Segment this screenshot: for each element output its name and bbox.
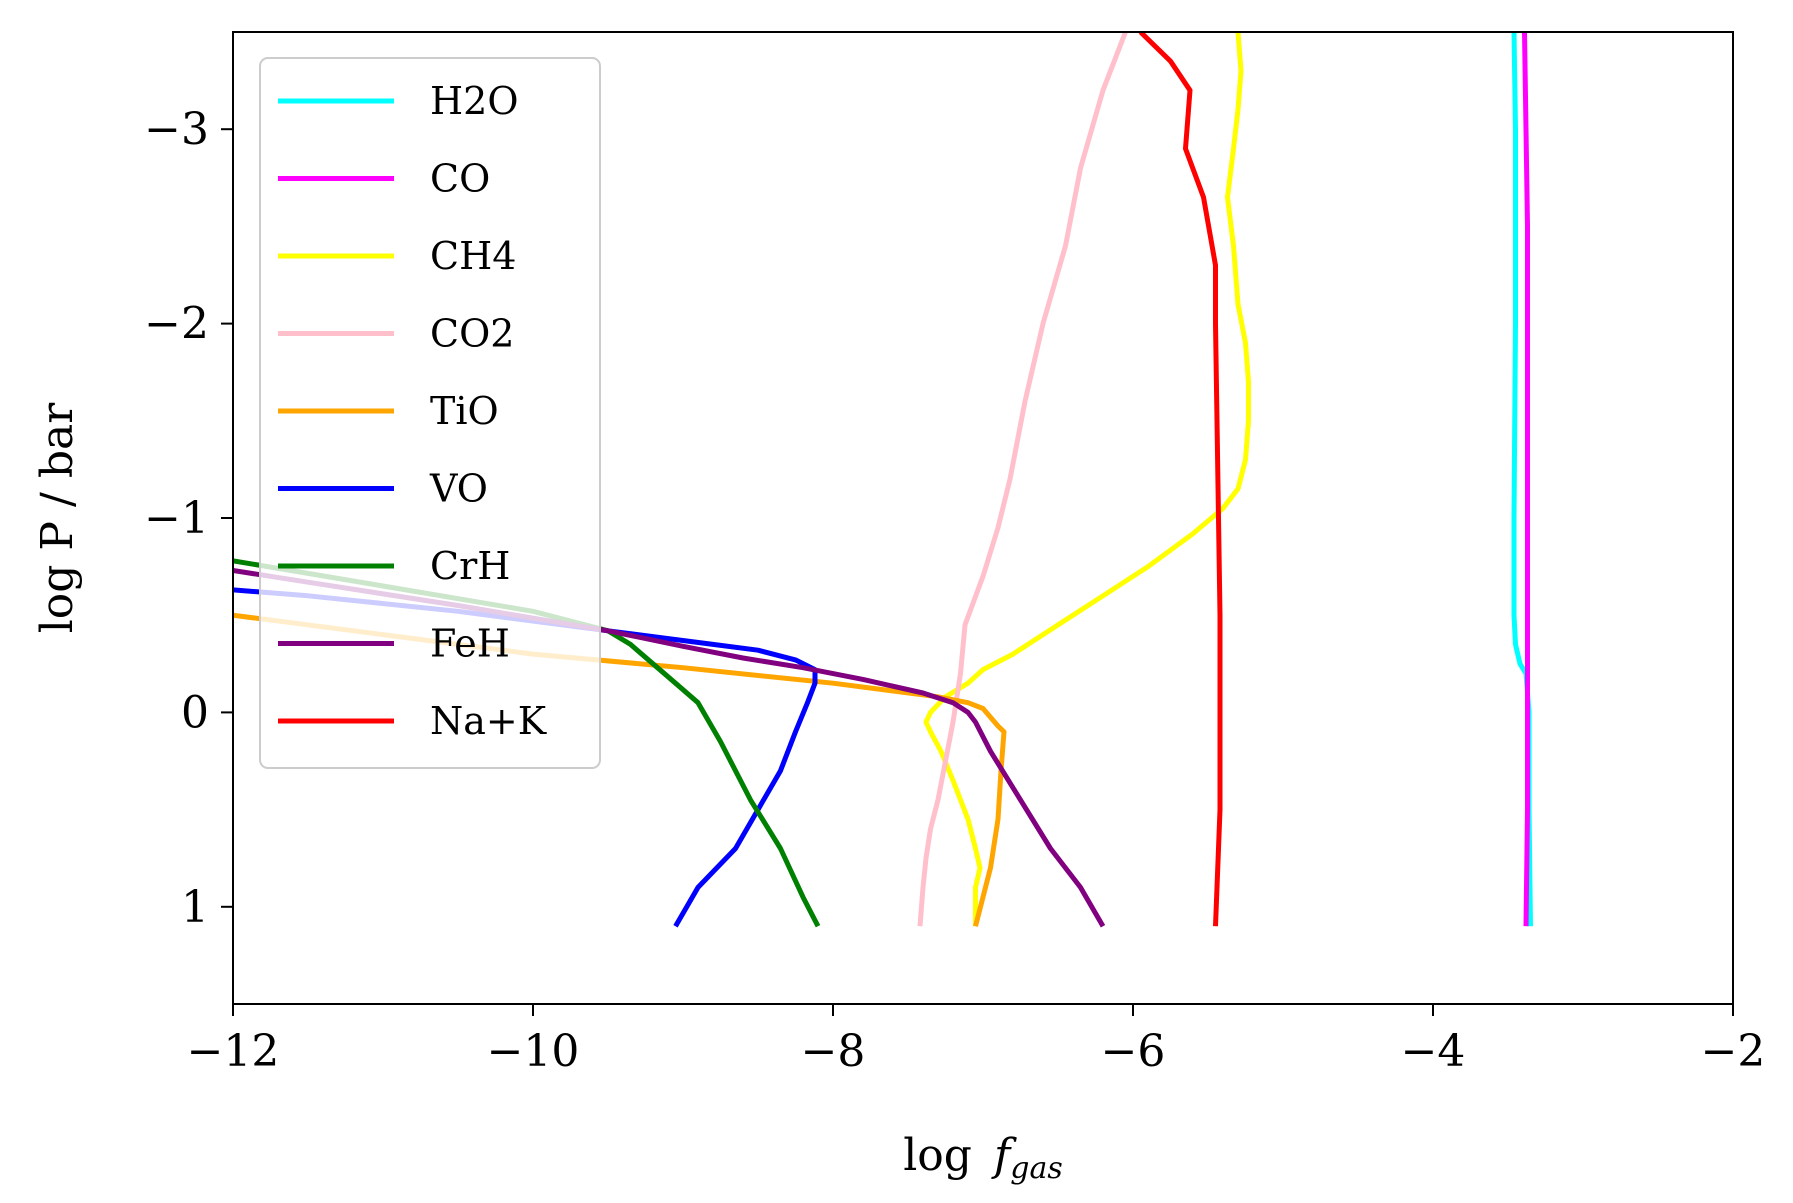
x-tick-label: −12 bbox=[187, 1026, 280, 1077]
x-axis-label: log fgas bbox=[903, 1130, 1063, 1186]
legend-label-na-k: Na+K bbox=[430, 699, 547, 743]
series-line-co bbox=[1522, 32, 1530, 927]
x-tick-label: −2 bbox=[1701, 1026, 1766, 1077]
x-tick-label: −4 bbox=[1401, 1026, 1466, 1077]
legend-label-tio: TiO bbox=[430, 389, 499, 433]
series-line-co2 bbox=[917, 32, 1128, 927]
x-axis-label-subscript: gas bbox=[1010, 1151, 1063, 1186]
legend-box bbox=[259, 57, 601, 769]
y-tick-label: 0 bbox=[181, 687, 209, 738]
legend: H2O CO CH4 CO2 TiO VO CrH FeH Na+K bbox=[259, 57, 601, 769]
x-tick-label: −10 bbox=[487, 1026, 580, 1077]
x-axis-label-log: log bbox=[903, 1130, 972, 1181]
legend-label-crh: CrH bbox=[430, 544, 510, 588]
x-axis: −12 −10 −8 −6 −4 −2 bbox=[187, 1004, 1766, 1077]
y-tick-label: −2 bbox=[144, 299, 209, 350]
x-tick-label: −6 bbox=[1101, 1026, 1166, 1077]
series-line-ch4 bbox=[923, 32, 1251, 927]
y-axis: −3 −2 −1 0 1 bbox=[144, 104, 233, 933]
y-tick-label: 1 bbox=[181, 882, 209, 933]
series-line-na-k bbox=[1138, 32, 1223, 927]
y-axis-label: log P / bar bbox=[32, 402, 83, 634]
y-tick-label: −1 bbox=[144, 493, 209, 544]
legend-label-co2: CO2 bbox=[430, 312, 514, 356]
legend-label-feh: FeH bbox=[430, 622, 510, 666]
legend-label-ch4: CH4 bbox=[430, 234, 516, 278]
legend-label-h2o: H2O bbox=[430, 79, 518, 123]
legend-label-vo: VO bbox=[429, 467, 488, 511]
legend-label-co: CO bbox=[430, 157, 490, 201]
x-tick-label: −8 bbox=[801, 1026, 866, 1077]
y-tick-label: −3 bbox=[144, 104, 209, 155]
